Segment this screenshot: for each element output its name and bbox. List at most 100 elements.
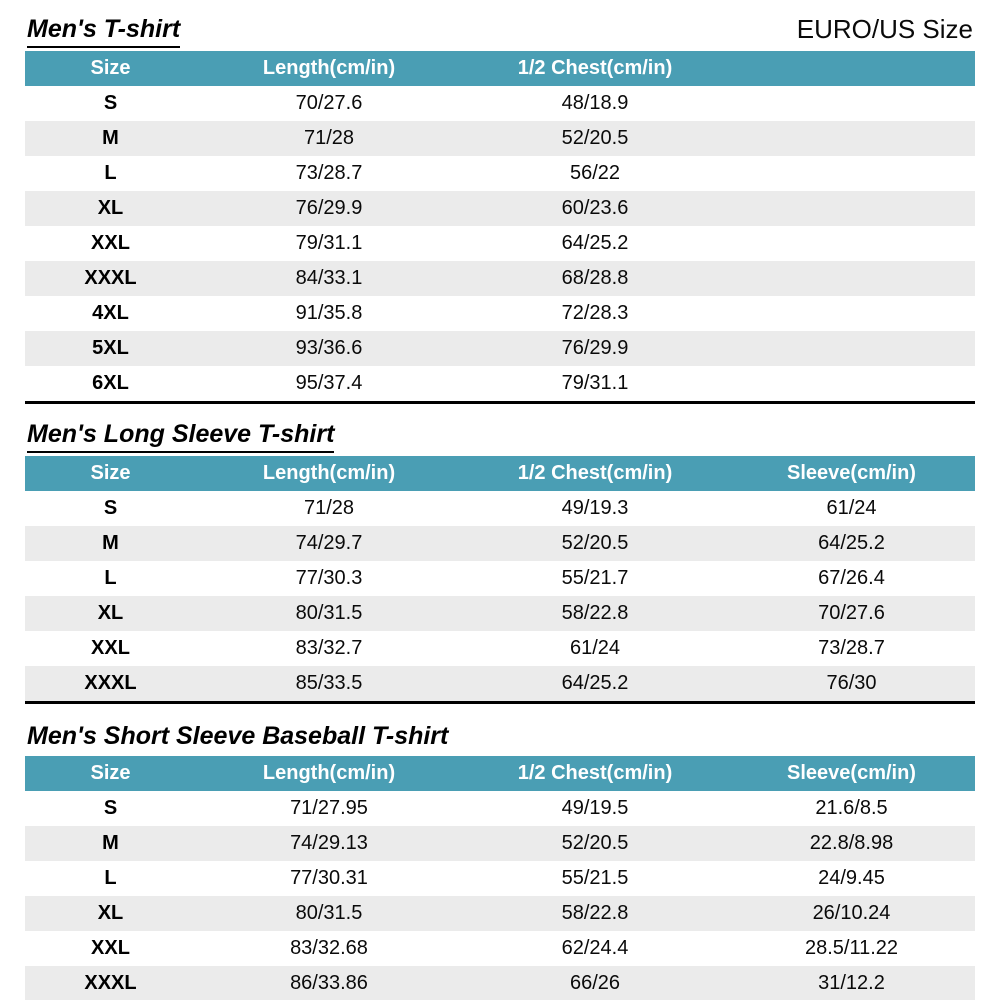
table-row: L 77/30.31 55/21.5 24/9.45 (25, 861, 975, 896)
header-row: Size Length(cm/in) 1/2 Chest(cm/in) (25, 51, 975, 86)
measurement-cell: 85/33.5 (295, 672, 363, 694)
size-cell: XL (97, 197, 124, 219)
measurement-cell: 72/28.3 (561, 302, 629, 324)
measurement-cell: 74/29.13 (290, 832, 368, 854)
size-cell: M (102, 832, 119, 854)
measurement-cell: 84/33.1 (295, 267, 363, 289)
measurement-cell (728, 226, 975, 261)
size-cell: S (103, 497, 118, 519)
column-header (728, 51, 975, 86)
measurement-cell: 48/18.9 (561, 92, 629, 114)
size-tables-container: Men's T-shirt EURO/US Size Size Length(cm/i… (25, 12, 975, 1000)
size-table: Size Length(cm/in) 1/2 Chest(cm/in) Sleeve(… (25, 756, 975, 1000)
size-table: Size Length(cm/in) 1/2 Chest(cm/in) Sleeve(… (25, 456, 975, 704)
column-header: Length(cm/in) (196, 456, 462, 491)
header-row: Size Length(cm/in) 1/2 Chest(cm/in) Sleeve(… (25, 756, 975, 791)
table-title: Men's T-shirt (27, 15, 181, 48)
table-row: M 74/29.13 52/20.5 22.8/8.98 (25, 826, 975, 861)
measurement-cell: 70/27.6 (818, 602, 885, 624)
size-cell: M (102, 127, 119, 149)
size-cell: M (102, 532, 119, 554)
measurement-cell (728, 261, 975, 296)
measurement-cell: 31/12.2 (818, 972, 885, 994)
table-row: XXXL 85/33.5 64/25.2 76/30 (25, 666, 975, 703)
table-row: S 71/27.95 49/19.5 21.6/8.5 (25, 791, 975, 826)
table-row: XXXL 86/33.86 66/26 31/12.2 (25, 966, 975, 1000)
measurement-cell: 24/9.45 (818, 867, 885, 889)
size-table-section-1: Men's T-shirt EURO/US Size Size Length(cm/i… (25, 12, 975, 404)
measurement-cell: 62/24.4 (561, 937, 629, 959)
header-row: Size Length(cm/in) 1/2 Chest(cm/in) Sleeve(… (25, 456, 975, 491)
measurement-cell: 71/28 (303, 127, 355, 149)
measurement-cell: 80/31.5 (295, 902, 363, 924)
table-row: S 70/27.6 48/18.9 (25, 86, 975, 121)
column-header: Size (25, 456, 196, 491)
size-cell: S (103, 797, 118, 819)
measurement-cell: 79/31.1 (561, 372, 629, 394)
table-row: M 71/28 52/20.5 (25, 121, 975, 156)
table-title: Men's Short Sleeve Baseball T-shirt (27, 722, 449, 750)
size-table: Size Length(cm/in) 1/2 Chest(cm/in) S 70/27.… (25, 51, 975, 404)
measurement-cell: 55/21.5 (561, 867, 629, 889)
size-cell: XXXL (84, 267, 137, 289)
measurement-cell: 56/22 (569, 162, 621, 184)
column-header: 1/2 Chest(cm/in) (462, 456, 728, 491)
measurement-cell: 73/28.7 (295, 162, 363, 184)
table-row: XXXL 84/33.1 68/28.8 (25, 261, 975, 296)
table-row: 6XL 95/37.4 79/31.1 (25, 366, 975, 403)
column-header: Sleeve(cm/in) (728, 756, 975, 791)
size-cell: L (104, 567, 117, 589)
measurement-cell: 68/28.8 (561, 267, 629, 289)
measurement-cell: 60/23.6 (561, 197, 629, 219)
size-cell: XL (97, 602, 124, 624)
table-row: 4XL 91/35.8 72/28.3 (25, 296, 975, 331)
measurement-cell: 83/32.7 (295, 637, 363, 659)
measurement-cell: 83/32.68 (290, 937, 368, 959)
measurement-cell: 91/35.8 (295, 302, 363, 324)
size-cell: 5XL (92, 337, 129, 359)
measurement-cell (728, 366, 975, 403)
measurement-cell: 52/20.5 (561, 532, 629, 554)
measurement-cell: 73/28.7 (818, 637, 885, 659)
measurement-cell (728, 156, 975, 191)
table-row: S 71/28 49/19.3 61/24 (25, 491, 975, 526)
measurement-cell: 86/33.86 (290, 972, 368, 994)
table-row: XXL 79/31.1 64/25.2 (25, 226, 975, 261)
table-row: XL 80/31.5 58/22.8 70/27.6 (25, 596, 975, 631)
size-cell: XXXL (84, 672, 137, 694)
measurement-cell (728, 296, 975, 331)
measurement-cell: 52/20.5 (561, 127, 629, 149)
measurement-cell: 76/30 (826, 672, 877, 694)
column-header: Length(cm/in) (196, 756, 462, 791)
measurement-cell: 61/24 (826, 497, 877, 519)
measurement-cell: 26/10.24 (812, 902, 891, 924)
measurement-cell: 76/29.9 (295, 197, 363, 219)
measurement-cell: 67/26.4 (818, 567, 885, 589)
size-table-section-2: Men's Long Sleeve T-shirt Size Length(cm/i… (25, 417, 975, 704)
table-row: XL 76/29.9 60/23.6 (25, 191, 975, 226)
table-row: M 74/29.7 52/20.5 64/25.2 (25, 526, 975, 561)
column-header: 1/2 Chest(cm/in) (462, 756, 728, 791)
table-row: L 73/28.7 56/22 (25, 156, 975, 191)
size-cell: L (104, 162, 117, 184)
size-standard-label: EURO/US Size (796, 14, 973, 44)
size-cell: XXL (91, 232, 130, 254)
column-header: 1/2 Chest(cm/in) (462, 51, 728, 86)
measurement-cell (728, 191, 975, 226)
measurement-cell: 55/21.7 (561, 567, 629, 589)
column-header: Sleeve(cm/in) (728, 456, 975, 491)
measurement-cell: 64/25.2 (561, 232, 629, 254)
measurement-cell: 93/36.6 (295, 337, 363, 359)
table-row: 5XL 93/36.6 76/29.9 (25, 331, 975, 366)
column-header: Size (25, 756, 196, 791)
measurement-cell (728, 331, 975, 366)
size-cell: 6XL (92, 372, 129, 394)
table-title-row: Men's Long Sleeve T-shirt (27, 417, 973, 453)
measurement-cell: 74/29.7 (295, 532, 363, 554)
measurement-cell: 21.6/8.5 (815, 797, 888, 819)
size-cell: L (104, 867, 117, 889)
measurement-cell: 49/19.3 (561, 497, 629, 519)
measurement-cell: 77/30.31 (290, 867, 368, 889)
size-cell: XL (97, 902, 124, 924)
